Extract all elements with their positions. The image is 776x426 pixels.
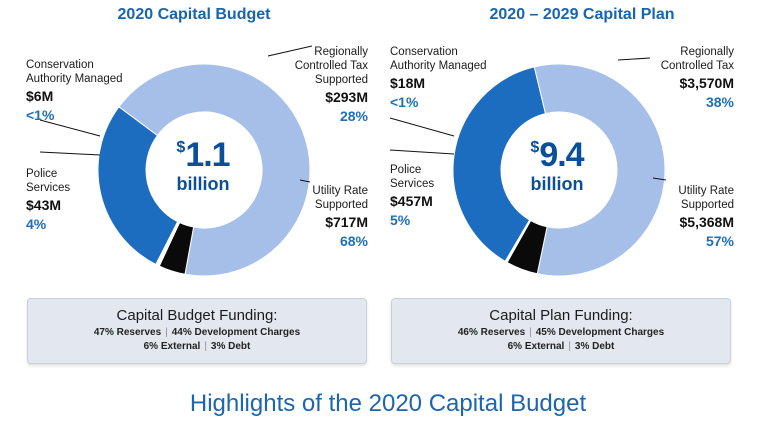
funding-line-2: 6% External | 3% Debt bbox=[143, 341, 251, 352]
slice-utility-rate bbox=[533, 63, 666, 277]
capital-budget-funding-box: Capital Budget Funding: 47% Reserves | 44%… bbox=[27, 298, 367, 364]
slice-regional-tax bbox=[97, 106, 179, 266]
leader-line bbox=[39, 151, 101, 156]
funding-title: Capital Budget Funding: bbox=[116, 307, 278, 324]
capital-budget-panel: 2020 Capital Budget Conservation Authori… bbox=[0, 0, 388, 370]
funding-item: 46% Reserves bbox=[457, 327, 526, 338]
slice-label: Conservation Authority Managed bbox=[26, 59, 123, 85]
label-utility: Utility Rate Supported $5,368M 57% bbox=[658, 184, 734, 248]
capital-plan-donut bbox=[389, 57, 667, 277]
funding-title: Capital Plan Funding: bbox=[489, 307, 633, 324]
label-conservation: Conservation Authority Managed $18M <1% bbox=[390, 45, 502, 109]
slice-percent: 4% bbox=[26, 216, 47, 232]
leader-line bbox=[39, 119, 101, 137]
label-regional-tax: Regionally Controlled Tax $3,570M 38% bbox=[650, 45, 734, 109]
slice-label: Utility Rate Supported bbox=[678, 185, 734, 211]
slice-label: Regionally Controlled Tax Supported bbox=[294, 46, 368, 86]
leader-line bbox=[652, 177, 667, 181]
funding-line-2: 6% External | 3% Debt bbox=[507, 341, 615, 352]
center-value: 1.1 bbox=[185, 136, 230, 174]
slice-conservation bbox=[504, 219, 532, 264]
label-police: Police Services $457M 5% bbox=[390, 163, 450, 227]
label-police: Police Services $43M 4% bbox=[26, 167, 86, 231]
slice-label: Police Services bbox=[390, 164, 435, 190]
label-regional-tax: Regionally Controlled Tax Supported $293… bbox=[272, 45, 368, 123]
funding-line-1: 47% Reserves | 44% Development Charges bbox=[93, 327, 301, 338]
slice-conservation bbox=[155, 221, 181, 267]
slice-label: Regionally Controlled Tax bbox=[660, 46, 734, 72]
leader-line bbox=[617, 57, 651, 61]
center-value: 9.4 bbox=[539, 136, 584, 174]
slice-amount: $3,570M bbox=[679, 75, 734, 91]
funding-item: 47% Reserves bbox=[93, 327, 162, 338]
slice-amount: $6M bbox=[26, 88, 54, 104]
slice-amount: $18M bbox=[390, 75, 426, 91]
slice-percent: 68% bbox=[339, 233, 368, 249]
funding-item: 44% Development Charges bbox=[171, 327, 301, 338]
slice-percent: 57% bbox=[705, 233, 734, 249]
chart-title: 2020 Capital Budget bbox=[117, 6, 271, 23]
funding-line-1: 46% Reserves | 45% Development Charges bbox=[457, 327, 665, 338]
funding-item: 3% Debt bbox=[574, 341, 615, 352]
center-total: $1.1 billion bbox=[148, 138, 258, 193]
slice-utility-rate bbox=[118, 63, 311, 277]
leader-line bbox=[267, 45, 313, 57]
slice-percent: <1% bbox=[26, 107, 55, 123]
center-unit: billion bbox=[530, 174, 584, 194]
slice-amount: $293M bbox=[325, 89, 368, 105]
capital-plan-funding-box: Capital Plan Funding: 46% Reserves | 45% D… bbox=[391, 298, 731, 364]
slice-regional-tax bbox=[452, 66, 547, 263]
chart-title: 2020 – 2029 Capital Plan bbox=[489, 6, 675, 23]
funding-item: 45% Development Charges bbox=[535, 327, 665, 338]
capital-budget-donut bbox=[39, 45, 313, 277]
leader-line bbox=[389, 117, 455, 137]
center-unit: billion bbox=[176, 174, 230, 194]
slice-label: Conservation Authority Managed bbox=[390, 46, 487, 72]
slice-label: Police Services bbox=[26, 168, 71, 194]
leader-line bbox=[299, 179, 311, 183]
funding-item: 3% Debt bbox=[210, 341, 251, 352]
center-total: $9.4 billion bbox=[502, 138, 612, 193]
label-conservation: Conservation Authority Managed $6M <1% bbox=[26, 58, 138, 122]
leader-line bbox=[389, 149, 455, 155]
slice-amount: $43M bbox=[26, 197, 62, 213]
slice-amount: $717M bbox=[325, 214, 368, 230]
funding-item: 6% External bbox=[143, 341, 201, 352]
capital-plan-panel: 2020 – 2029 Capital Plan Conservation Au… bbox=[388, 0, 776, 370]
slice-label: Utility Rate Supported bbox=[312, 185, 368, 211]
slice-percent: 38% bbox=[705, 94, 734, 110]
slice-amount: $5,368M bbox=[679, 214, 734, 230]
slice-percent: 5% bbox=[390, 212, 411, 228]
slice-amount: $457M bbox=[390, 193, 433, 209]
label-utility: Utility Rate Supported $717M 68% bbox=[298, 184, 368, 248]
page-title: Highlights of the 2020 Capital Budget bbox=[189, 390, 587, 417]
slice-percent: 28% bbox=[339, 108, 368, 124]
slice-percent: <1% bbox=[390, 94, 419, 110]
funding-item: 6% External bbox=[507, 341, 565, 352]
